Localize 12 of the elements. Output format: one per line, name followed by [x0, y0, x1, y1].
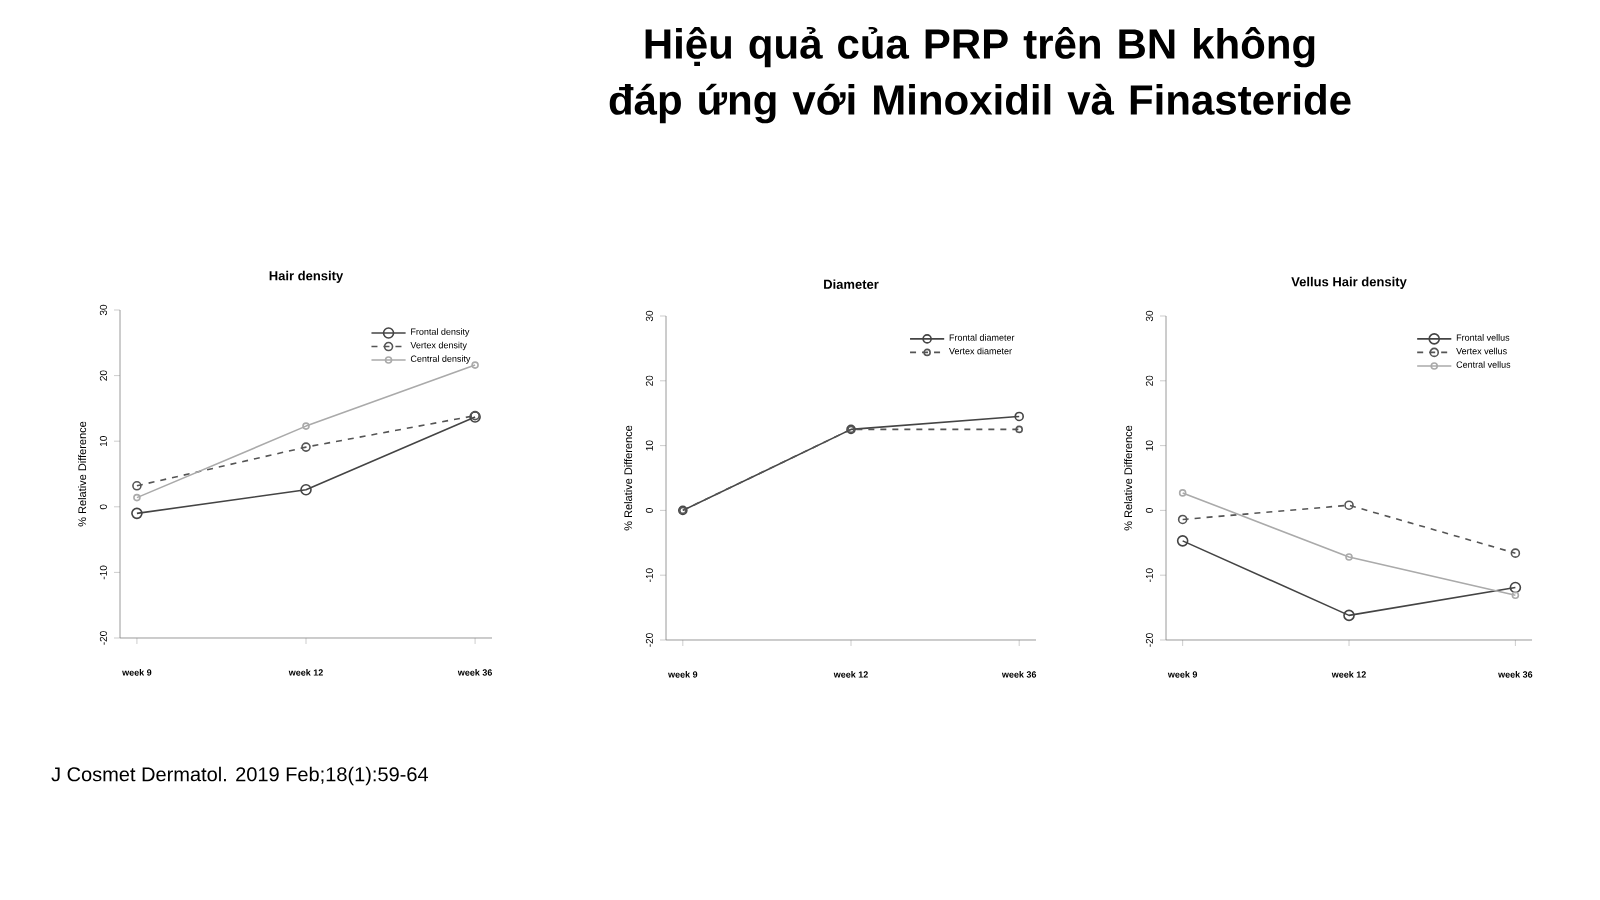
- point: [1015, 425, 1023, 434]
- point: [300, 483, 312, 496]
- point: [1345, 553, 1353, 561]
- point: [1177, 514, 1188, 525]
- point: [1343, 609, 1355, 622]
- text: Hiệu quả của PRP trên BN không đáp ứng với Minoxidil và Finasteride: [609, 27, 1351, 124]
- point: [1344, 500, 1354, 511]
- point: [132, 481, 142, 491]
- point: [301, 442, 311, 452]
- point: [302, 422, 310, 430]
- point: [1510, 548, 1521, 558]
- text: J Cosmet Dermatol. 2019 Feb;18(1):59-64: [51, 766, 429, 786]
